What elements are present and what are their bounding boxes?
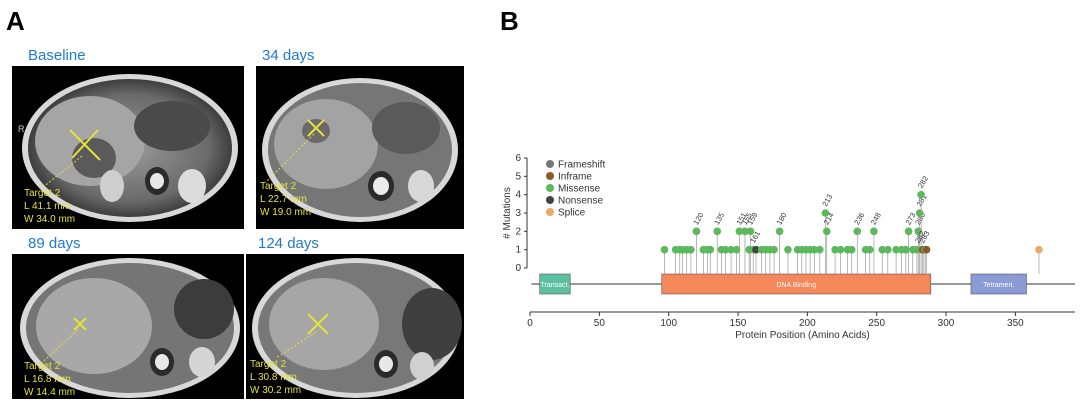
y-tick-label: 1 bbox=[515, 245, 521, 256]
domain-box bbox=[539, 273, 571, 295]
legend-label: Nonsense bbox=[558, 196, 603, 207]
lollipop-head bbox=[752, 245, 760, 254]
lollipop-head bbox=[915, 209, 924, 217]
ct-image-124-days bbox=[252, 258, 462, 398]
legend-marker bbox=[546, 172, 554, 180]
domain-box bbox=[970, 273, 1027, 295]
x-tick-label: 50 bbox=[594, 318, 606, 329]
legend-label: Frameshift bbox=[558, 160, 605, 171]
lollipop-head bbox=[878, 245, 887, 254]
x-tick-label: 300 bbox=[938, 318, 955, 329]
mutation-label: 180 bbox=[775, 211, 789, 226]
lollipop-head bbox=[883, 245, 892, 254]
lollipop-head bbox=[853, 227, 862, 236]
ct-measurement-89-days: Target 2 L 16.8 mm W 14.4 mm bbox=[24, 361, 76, 398]
mutation-label: 213 bbox=[820, 193, 834, 208]
lollipop-head bbox=[770, 245, 778, 254]
lollipop-head bbox=[692, 227, 701, 236]
lollipop-head bbox=[741, 227, 749, 236]
lollipop-head bbox=[1035, 245, 1043, 254]
lollipop-head bbox=[727, 245, 735, 254]
ct-scan-34-days: Target 2 L 22.7 mm W 19.0 mm bbox=[256, 66, 464, 229]
x-tick-label: 150 bbox=[730, 318, 747, 329]
lollipop-head bbox=[687, 245, 695, 254]
ct-scan-89-days: Target 2 L 16.8 mm W 14.4 mm bbox=[12, 254, 244, 399]
mutation-label: 135 bbox=[712, 211, 726, 226]
lollipop-head bbox=[775, 227, 784, 236]
lollipop-head bbox=[706, 245, 715, 254]
lollipop-head bbox=[810, 245, 819, 254]
mutation-label: 248 bbox=[869, 211, 883, 226]
legend-label: Missense bbox=[558, 184, 601, 195]
panel-a-letter: A bbox=[6, 6, 25, 36]
lollipop-head bbox=[660, 245, 669, 254]
ct-image-34-days bbox=[262, 78, 458, 222]
lollipop-head bbox=[816, 245, 824, 254]
domain-box bbox=[661, 273, 932, 295]
ct-label-baseline: Baseline bbox=[28, 47, 86, 64]
mutation-label: 236 bbox=[852, 211, 866, 226]
lollipop-head bbox=[914, 227, 923, 236]
y-tick-label: 2 bbox=[515, 226, 521, 237]
lollipop-head bbox=[784, 245, 792, 254]
legend-marker bbox=[546, 184, 554, 192]
x-axis-label: Protein Position (Amino Acids) bbox=[735, 330, 870, 340]
legend-marker bbox=[546, 160, 554, 168]
y-tick-label: 6 bbox=[515, 153, 521, 164]
y-tick-label: 0 bbox=[515, 263, 521, 274]
lollipop-head bbox=[917, 190, 925, 199]
ct-scan-baseline: R Target 2 L 41.1 mm W 34.0 mm bbox=[12, 66, 244, 229]
legend-marker bbox=[546, 208, 554, 216]
panel-b-letter: B bbox=[500, 6, 519, 36]
x-tick-label: 100 bbox=[660, 318, 677, 329]
y-tick-label: 3 bbox=[515, 208, 521, 219]
x-tick-label: 350 bbox=[1007, 318, 1024, 329]
ct-measurement-124-days: Target 2 L 30.8 mm W 30.2 mm bbox=[250, 359, 302, 396]
lollipop-head bbox=[822, 227, 831, 236]
y-tick-label: 5 bbox=[515, 171, 521, 182]
lollipop-head bbox=[746, 227, 755, 236]
lollipop-head bbox=[847, 245, 856, 254]
domain-label: Tetrameri. bbox=[983, 282, 1014, 289]
ct-image-89-days bbox=[20, 258, 240, 398]
mutation-label: 120 bbox=[691, 211, 705, 226]
lollipop-head bbox=[721, 245, 730, 254]
lollipop-head bbox=[904, 227, 913, 236]
lollipop-head bbox=[831, 245, 839, 254]
lollipop-head bbox=[902, 245, 910, 254]
lollipop-head bbox=[913, 245, 921, 254]
lollipop-head bbox=[732, 245, 741, 254]
lollipop-head bbox=[735, 227, 744, 236]
lollipop-head bbox=[865, 245, 874, 254]
legend-label: Splice bbox=[558, 208, 586, 219]
ct-orientation-marker: R bbox=[18, 124, 25, 134]
x-tick-label: 0 bbox=[527, 318, 533, 329]
ct-label-124-days: 124 days bbox=[258, 235, 319, 252]
lollipop-head bbox=[922, 245, 931, 254]
lollipop-head bbox=[870, 227, 878, 236]
lollipop-head bbox=[821, 209, 830, 217]
ct-measurement-34-days: Target 2 L 22.7 mm W 19.0 mm bbox=[260, 181, 312, 218]
y-axis-label: # Mutations bbox=[502, 187, 513, 239]
legend-label: Inframe bbox=[558, 172, 592, 183]
x-tick-label: 250 bbox=[868, 318, 885, 329]
ct-label-89-days: 89 days bbox=[28, 235, 81, 252]
lollipop-head bbox=[892, 245, 900, 254]
lollipop-head bbox=[836, 245, 845, 254]
ct-label-34-days: 34 days bbox=[262, 47, 315, 64]
ct-image-baseline: R bbox=[18, 74, 238, 222]
ct-measurement-baseline: Target 2 L 41.1 mm W 34.0 mm bbox=[24, 188, 76, 225]
domain-label: Transact. bbox=[541, 282, 570, 289]
y-tick-label: 4 bbox=[515, 190, 521, 201]
x-tick-label: 200 bbox=[799, 318, 816, 329]
domain-label: DNA Binding bbox=[776, 282, 816, 289]
mutation-label: 282 bbox=[916, 174, 930, 189]
lollipop-head bbox=[713, 227, 722, 236]
legend-marker bbox=[546, 196, 554, 204]
ct-scan-124-days: Target 2 L 30.8 mm W 30.2 mm bbox=[246, 254, 464, 399]
mutation-lollipop-chart: 0 1 2 3 4 5 6 # Mutations Transact. DNA Binding Te… bbox=[502, 153, 1075, 340]
